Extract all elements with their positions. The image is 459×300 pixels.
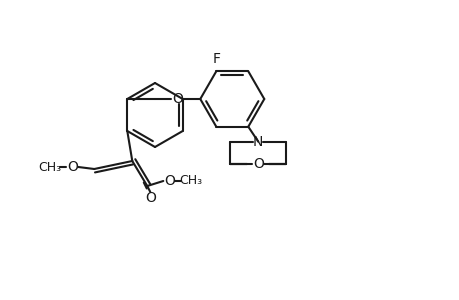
Text: O: O (67, 160, 78, 174)
Text: O: O (145, 191, 156, 205)
Text: O: O (163, 174, 174, 188)
Text: F: F (212, 52, 220, 66)
Text: CH₃: CH₃ (39, 160, 62, 173)
Text: CH₃: CH₃ (179, 175, 202, 188)
Text: O: O (172, 92, 182, 106)
Text: O: O (252, 157, 263, 171)
Text: N: N (252, 135, 263, 149)
